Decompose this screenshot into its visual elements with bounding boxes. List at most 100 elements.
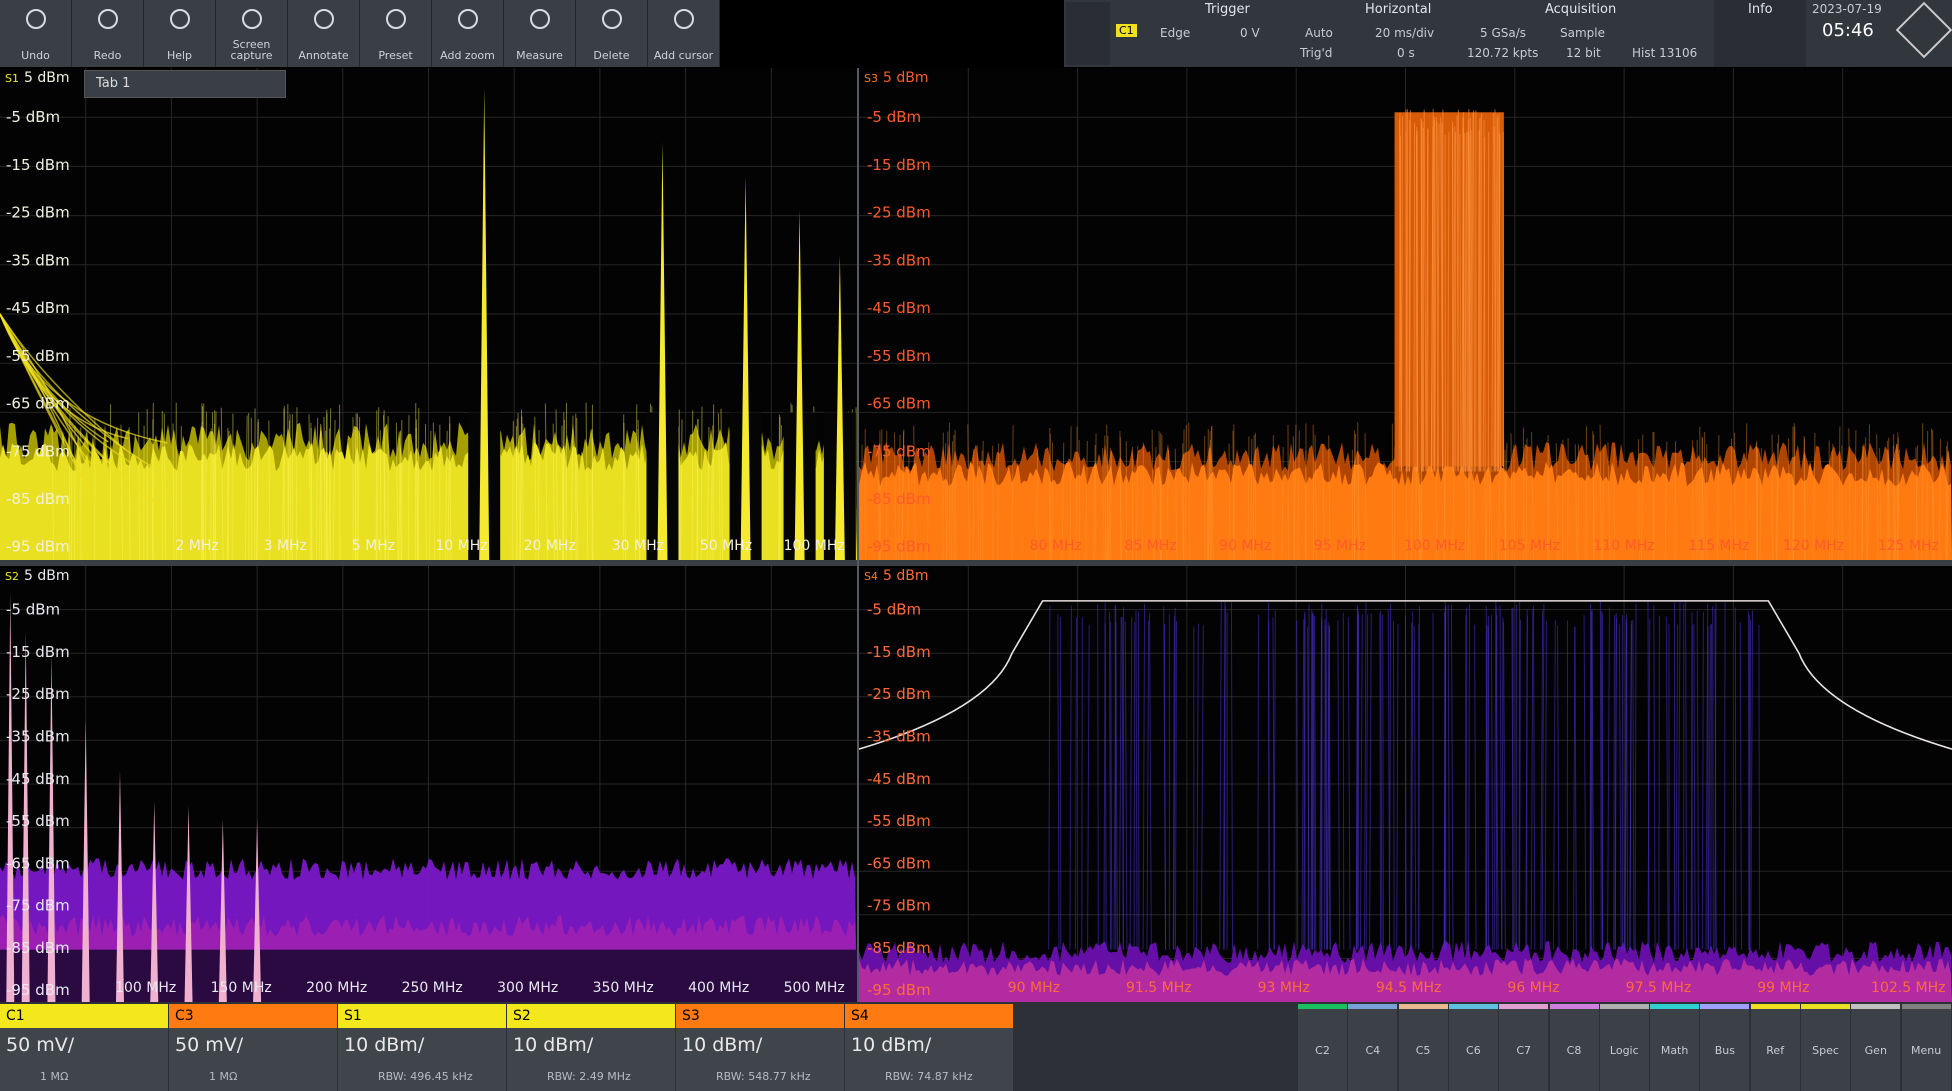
toolbar-button[interactable]: Undo xyxy=(0,0,72,67)
noise-trace xyxy=(0,313,126,450)
x-axis-label: 93 MHz xyxy=(1258,980,1310,996)
trace-line xyxy=(1607,442,1611,560)
channel-name: C3 xyxy=(175,1008,194,1024)
side-button[interactable] xyxy=(1650,1004,1700,1091)
trace-line xyxy=(1879,447,1882,560)
x-axis-label: 90 MHz xyxy=(1219,538,1271,554)
trace-line xyxy=(1602,447,1605,560)
toolbar-button[interactable]: Measure xyxy=(504,0,576,67)
signal-peak xyxy=(81,718,90,1002)
trace-line xyxy=(1861,446,1864,560)
channel-name: S2 xyxy=(513,1008,531,1024)
trace-line xyxy=(879,429,883,560)
info-button[interactable] xyxy=(1714,0,1806,67)
trace-line xyxy=(591,429,594,560)
trace-line xyxy=(1250,439,1253,560)
panel-tab[interactable] xyxy=(84,70,286,98)
y-axis-label: -35 dBm xyxy=(867,727,931,745)
icon-glyph xyxy=(170,9,190,29)
side-button[interactable] xyxy=(1348,1004,1398,1091)
trace-line xyxy=(779,425,782,560)
icon-glyph xyxy=(26,9,46,29)
trace-line xyxy=(354,413,357,560)
trace-line xyxy=(1129,616,1133,950)
button-label: Redo xyxy=(93,49,122,62)
side-button[interactable] xyxy=(1750,1004,1800,1091)
trace-line xyxy=(1491,113,1494,472)
y-axis-label: -75 dBm xyxy=(6,442,70,460)
toolbar-button[interactable]: Redo xyxy=(72,0,144,67)
trace-line xyxy=(212,423,215,560)
trace-line xyxy=(1272,617,1275,950)
trace-line xyxy=(1347,617,1351,950)
side-button[interactable] xyxy=(1448,1004,1498,1091)
trace-line xyxy=(1653,605,1656,950)
side-button[interactable] xyxy=(1801,1004,1850,1091)
x-axis-label: 96 MHz xyxy=(1507,980,1559,996)
trace-line xyxy=(1359,614,1363,950)
side-button[interactable] xyxy=(1499,1004,1549,1091)
trace-line xyxy=(1518,601,1521,950)
side-button[interactable] xyxy=(1298,1004,1347,1091)
trace-line xyxy=(1380,611,1383,950)
trace-line xyxy=(517,412,521,560)
icon-glyph xyxy=(242,9,262,29)
side-button[interactable] xyxy=(1599,1004,1649,1091)
side-button[interactable] xyxy=(1851,1004,1901,1091)
trace-line xyxy=(860,444,863,560)
signal-peak xyxy=(218,818,227,1002)
trace-line xyxy=(1632,619,1635,950)
trace-line xyxy=(1502,621,1506,950)
x-axis-label: 20 MHz xyxy=(524,538,576,554)
trace-line xyxy=(1057,614,1060,950)
trace-line xyxy=(1876,434,1879,560)
trace-line xyxy=(1892,445,1895,560)
settings-button[interactable] xyxy=(1066,2,1110,65)
trace-line xyxy=(1854,430,1857,560)
trace-line xyxy=(1085,441,1088,560)
side-button-label: Menu xyxy=(1910,1044,1942,1057)
toolbar-button[interactable]: Delete xyxy=(576,0,648,67)
trace-line xyxy=(1893,433,1896,560)
side-button[interactable] xyxy=(1398,1004,1448,1091)
trace-line xyxy=(1624,621,1628,950)
trace-line xyxy=(1848,428,1851,560)
x-axis-label: 500 MHz xyxy=(784,980,845,996)
x-axis-label: 97.5 MHz xyxy=(1626,980,1692,996)
trigger-state: Trig'd xyxy=(1300,46,1333,60)
y-axis-label: -5 dBm xyxy=(6,601,60,619)
trace-line xyxy=(877,447,880,560)
trace-tag: S4 xyxy=(864,570,878,583)
spectrum-panel: S1 5 dBm -5 dBm -15 dBm -25 dBm -35 dBm -45 dB… xyxy=(0,68,857,560)
trace-line xyxy=(1328,435,1331,560)
button-icon xyxy=(26,9,46,29)
x-axis-label: 125 MHz xyxy=(1878,538,1939,554)
toolbar-button[interactable]: Screen capture xyxy=(216,0,288,67)
side-button[interactable] xyxy=(1700,1004,1750,1091)
x-axis-label: 200 MHz xyxy=(306,980,367,996)
y-axis-label: -95 dBm xyxy=(6,538,70,556)
side-button[interactable] xyxy=(1901,1004,1951,1091)
toolbar-button[interactable]: Add cursor xyxy=(648,0,720,67)
toolbar-button[interactable]: Annotate xyxy=(288,0,360,67)
side-button-label: Gen xyxy=(1864,1044,1887,1057)
trace-line xyxy=(399,431,402,560)
trace-line xyxy=(1119,431,1122,560)
signal-peak xyxy=(253,818,262,1002)
toolbar-button[interactable]: Add zoom xyxy=(432,0,504,67)
trace-line xyxy=(1525,438,1528,560)
icon-glyph xyxy=(674,9,694,29)
y-axis-label: -65 dBm xyxy=(867,854,931,872)
trace-line xyxy=(1831,443,1834,560)
trace-line xyxy=(623,423,627,560)
side-button-label: Math xyxy=(1660,1044,1689,1057)
side-button[interactable] xyxy=(1549,1004,1599,1091)
toolbar-button[interactable]: Help xyxy=(144,0,216,67)
trace-line xyxy=(1297,430,1300,560)
trace-line xyxy=(1758,624,1760,950)
signal-peak xyxy=(794,210,805,560)
trace-line xyxy=(1324,619,1328,950)
trace-line xyxy=(1163,606,1167,950)
toolbar-button[interactable]: Preset xyxy=(360,0,432,67)
trace-line xyxy=(901,429,905,560)
